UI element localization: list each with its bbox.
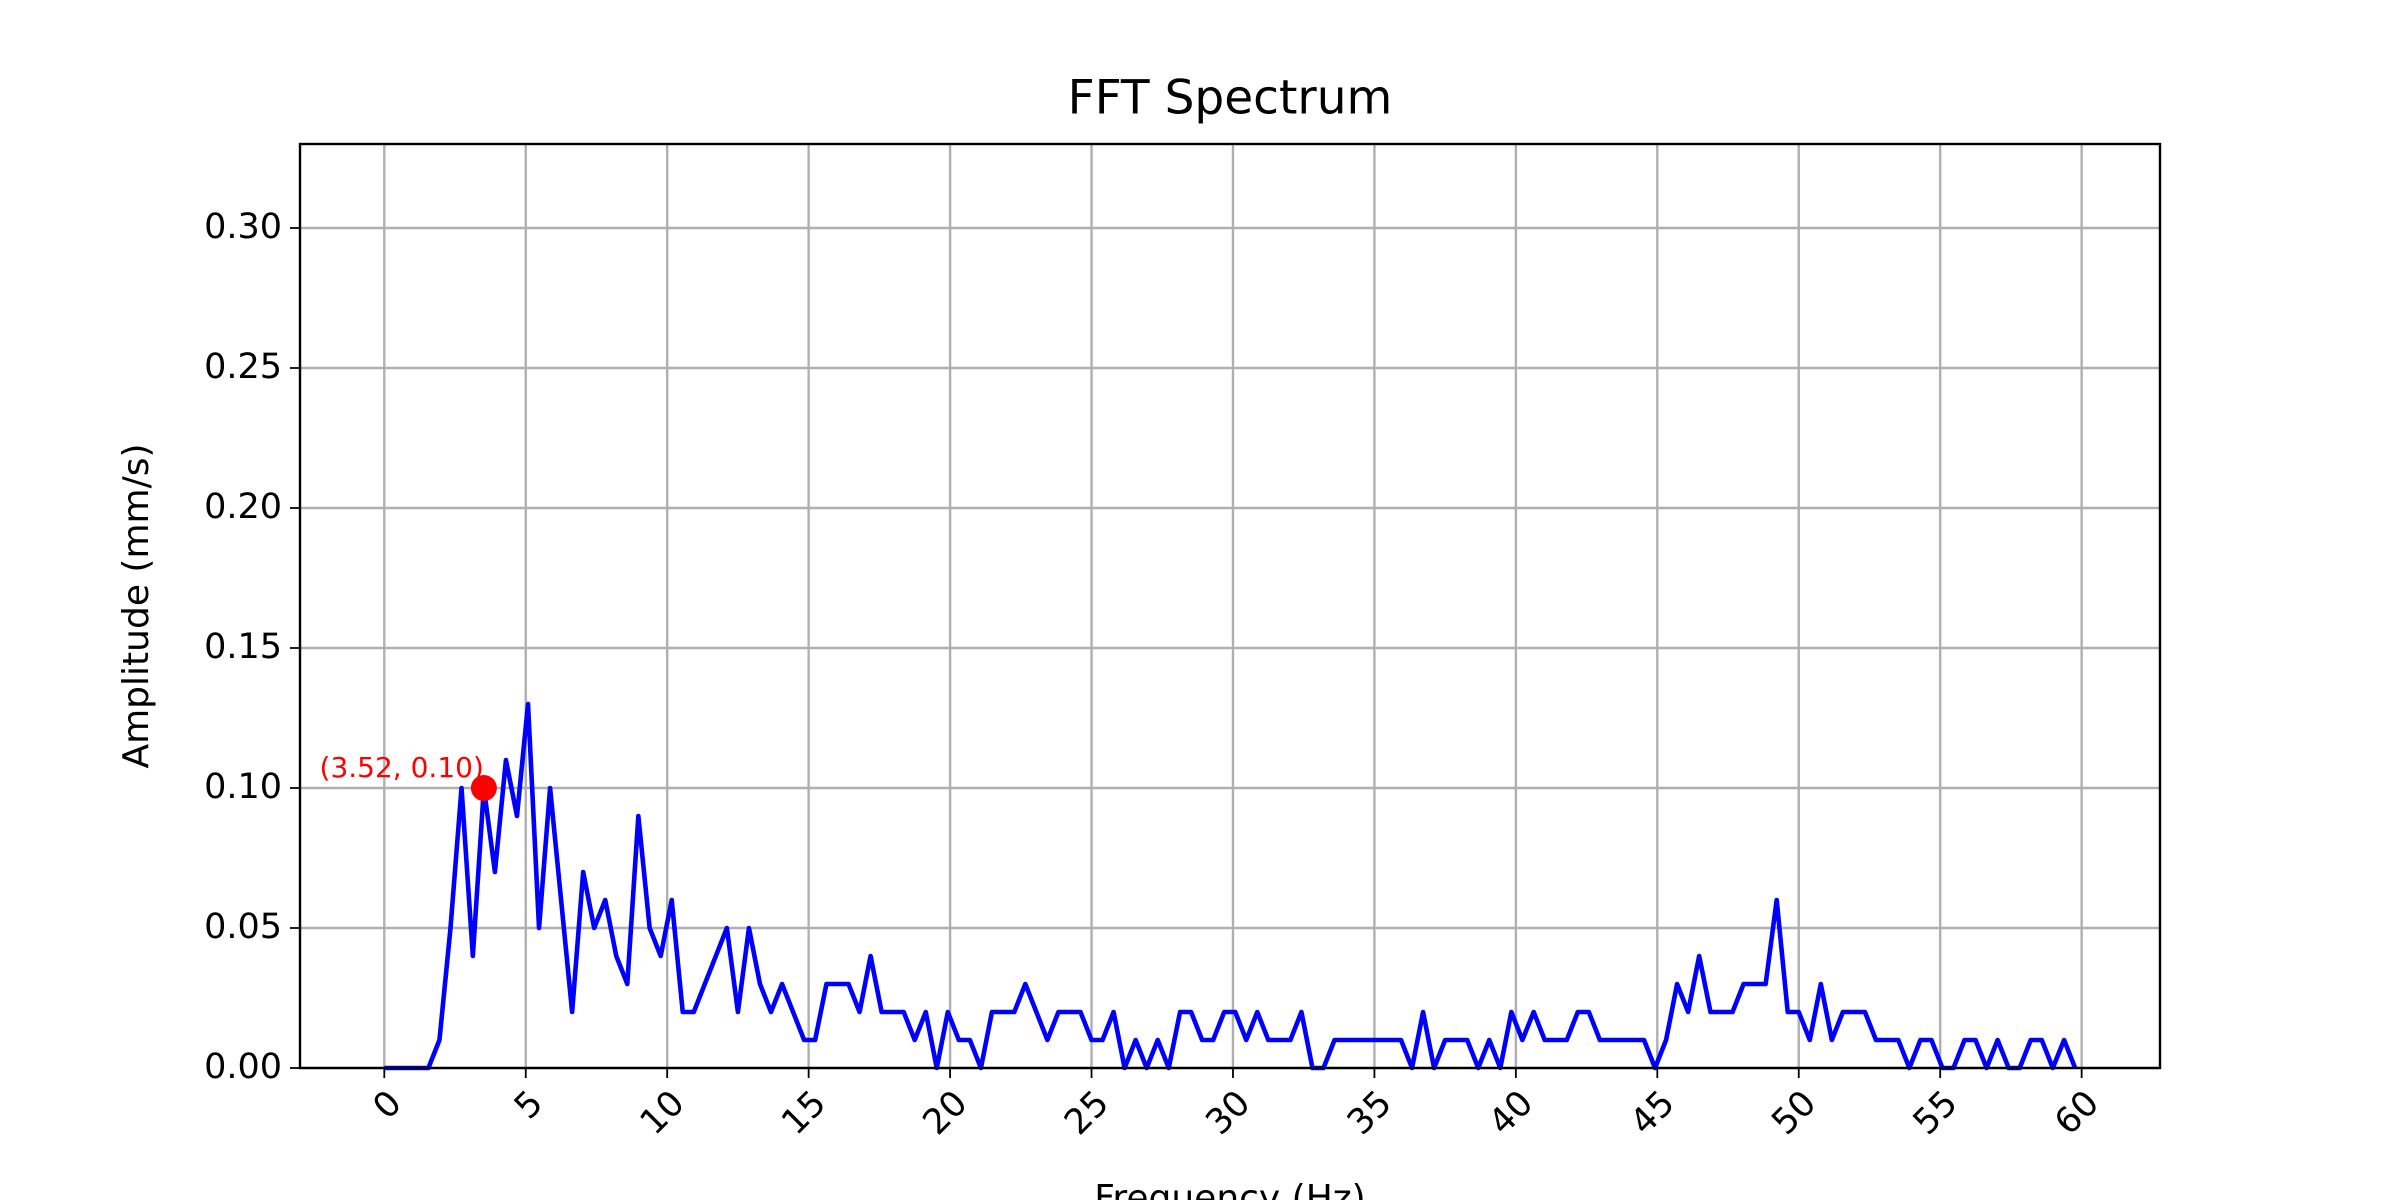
x-axis-label: Frequency (Hz)	[1094, 1178, 1365, 1200]
y-tick-label: 0.05	[204, 907, 282, 947]
y-tick-label: 0.20	[204, 487, 282, 527]
annotation-point	[470, 775, 497, 801]
line-series	[384, 701, 2078, 1071]
y-axis-label: Amplitude (mm/s)	[116, 443, 157, 768]
chart-title: FFT Spectrum	[1068, 71, 1393, 126]
annotation-label: (3.52, 0.10)	[320, 751, 484, 784]
plot-frame	[298, 142, 2162, 1070]
y-tick-label: 0.25	[204, 347, 282, 387]
y-tick-label: 0.10	[204, 767, 282, 807]
y-tick-label: 0.15	[204, 627, 282, 667]
y-tick-label: 0.30	[204, 207, 282, 247]
y-tick-label: 0.00	[204, 1047, 282, 1087]
